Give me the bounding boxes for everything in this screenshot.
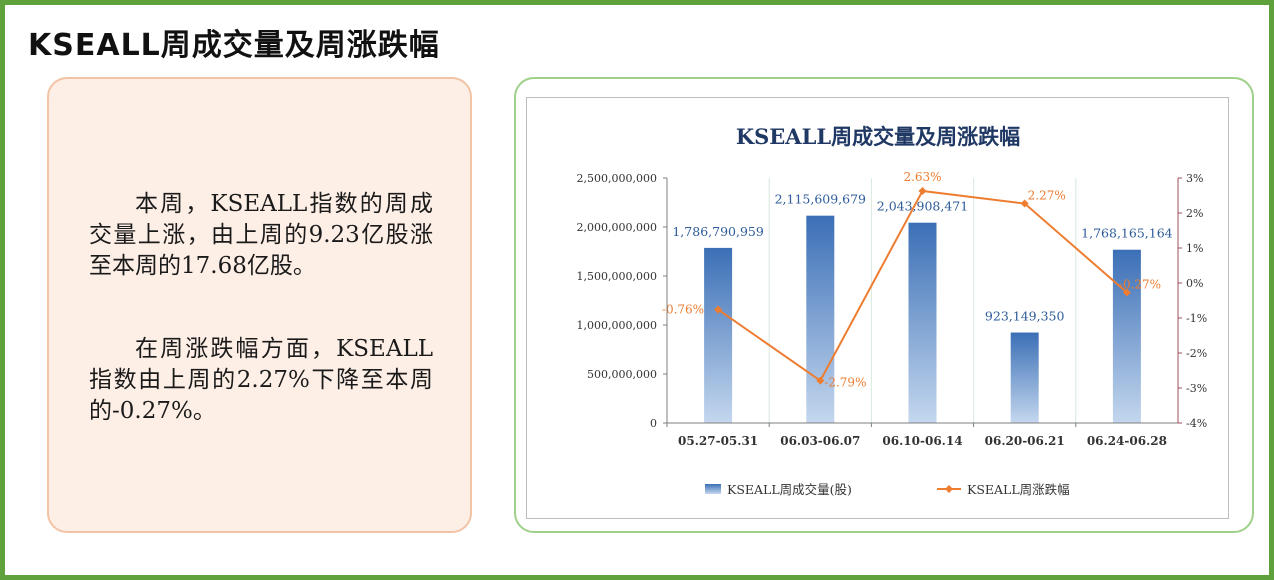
right-tick-label: -2%	[1186, 347, 1207, 360]
change-point-label: 2.63%	[903, 170, 941, 184]
x-tick-label: 06.10-06.14	[882, 434, 962, 448]
left-tick-label: 1,500,000,000	[577, 270, 657, 283]
x-tick-label: 06.24-06.28	[1087, 434, 1167, 448]
volume-bar	[1010, 332, 1039, 423]
axis-layer: 0 500,000,000 1,000,000,000 1,500,000,000 2,…	[577, 172, 1208, 448]
legend-line-marker	[945, 485, 953, 493]
right-tick-label: 3%	[1186, 172, 1203, 185]
x-tick-label: 06.20-06.21	[985, 434, 1065, 448]
grid-layer	[768, 178, 1077, 423]
volume-bar-label: 2,043,908,471	[877, 199, 968, 214]
x-tick-label: 05.27-05.31	[678, 434, 758, 448]
change-point	[714, 305, 723, 314]
legend-bar-label: KSEALL周成交量(股)	[727, 482, 852, 497]
change-point	[1122, 288, 1131, 297]
right-tick-label: 1%	[1186, 242, 1203, 255]
left-tick-label: 500,000,000	[587, 368, 657, 381]
page-title: KSEALL周成交量及周涨跌幅	[28, 28, 440, 63]
right-tick-label: 0%	[1186, 277, 1203, 290]
change-point-label: -0.76%	[662, 303, 704, 317]
line-layer: -0.76% -2.79% 2.63% 2.27% -0.27%	[662, 170, 1161, 390]
chart-title: KSEALL周成交量及周涨跌幅	[736, 124, 1020, 149]
legend-bar-swatch	[705, 484, 721, 494]
change-point-label: -0.27%	[1119, 277, 1161, 291]
combo-chart: 1,786,790,959 2,115,609,679 2,043,908,471 9…	[577, 124, 1208, 497]
summary-card: 本周，KSEALL指数的周成交量上涨，由上周的9.23亿股涨至本周的17.68亿…	[47, 77, 472, 533]
summary-paragraph-volume: 本周，KSEALL指数的周成交量上涨，由上周的9.23亿股涨至本周的17.68亿…	[89, 191, 433, 279]
left-tick-label: 2,500,000,000	[577, 172, 657, 185]
summary-paragraph-change: 在周涨跌幅方面，KSEALL指数由上周的2.27%下降至本周的-0.27%。	[89, 336, 433, 424]
left-tick-label: 0	[650, 417, 657, 430]
right-tick-label: -4%	[1186, 417, 1207, 430]
change-point-label: 2.27%	[1028, 189, 1066, 203]
volume-bar-label: 1,768,165,164	[1081, 226, 1172, 241]
x-tick-label: 06.03-06.07	[780, 434, 860, 448]
change-point	[918, 186, 927, 195]
right-tick-label: -1%	[1186, 312, 1207, 325]
chart-area: 1,786,790,959 2,115,609,679 2,043,908,471 9…	[526, 97, 1229, 519]
volume-bar	[908, 222, 937, 423]
change-point	[1020, 199, 1029, 208]
change-point	[816, 376, 825, 385]
legend-line-label: KSEALL周涨跌幅	[967, 482, 1070, 497]
left-tick-label: 1,000,000,000	[577, 319, 657, 332]
volume-bar	[1112, 249, 1141, 423]
bars-layer: 1,786,790,959 2,115,609,679 2,043,908,471 9…	[672, 192, 1173, 423]
volume-bar-label: 1,786,790,959	[672, 224, 763, 239]
legend: KSEALL周成交量(股) KSEALL周涨跌幅	[705, 482, 1070, 497]
right-tick-label: 2%	[1186, 207, 1203, 220]
change-point-label: -2.79%	[824, 376, 866, 390]
volume-bar	[704, 247, 733, 423]
chart-card: 1,786,790,959 2,115,609,679 2,043,908,471 9…	[514, 77, 1254, 533]
volume-bar-label: 2,115,609,679	[775, 192, 866, 207]
volume-bar	[806, 215, 835, 423]
volume-bar-label: 923,149,350	[985, 309, 1065, 324]
left-tick-label: 2,000,000,000	[577, 221, 657, 234]
right-tick-label: -3%	[1186, 382, 1207, 395]
